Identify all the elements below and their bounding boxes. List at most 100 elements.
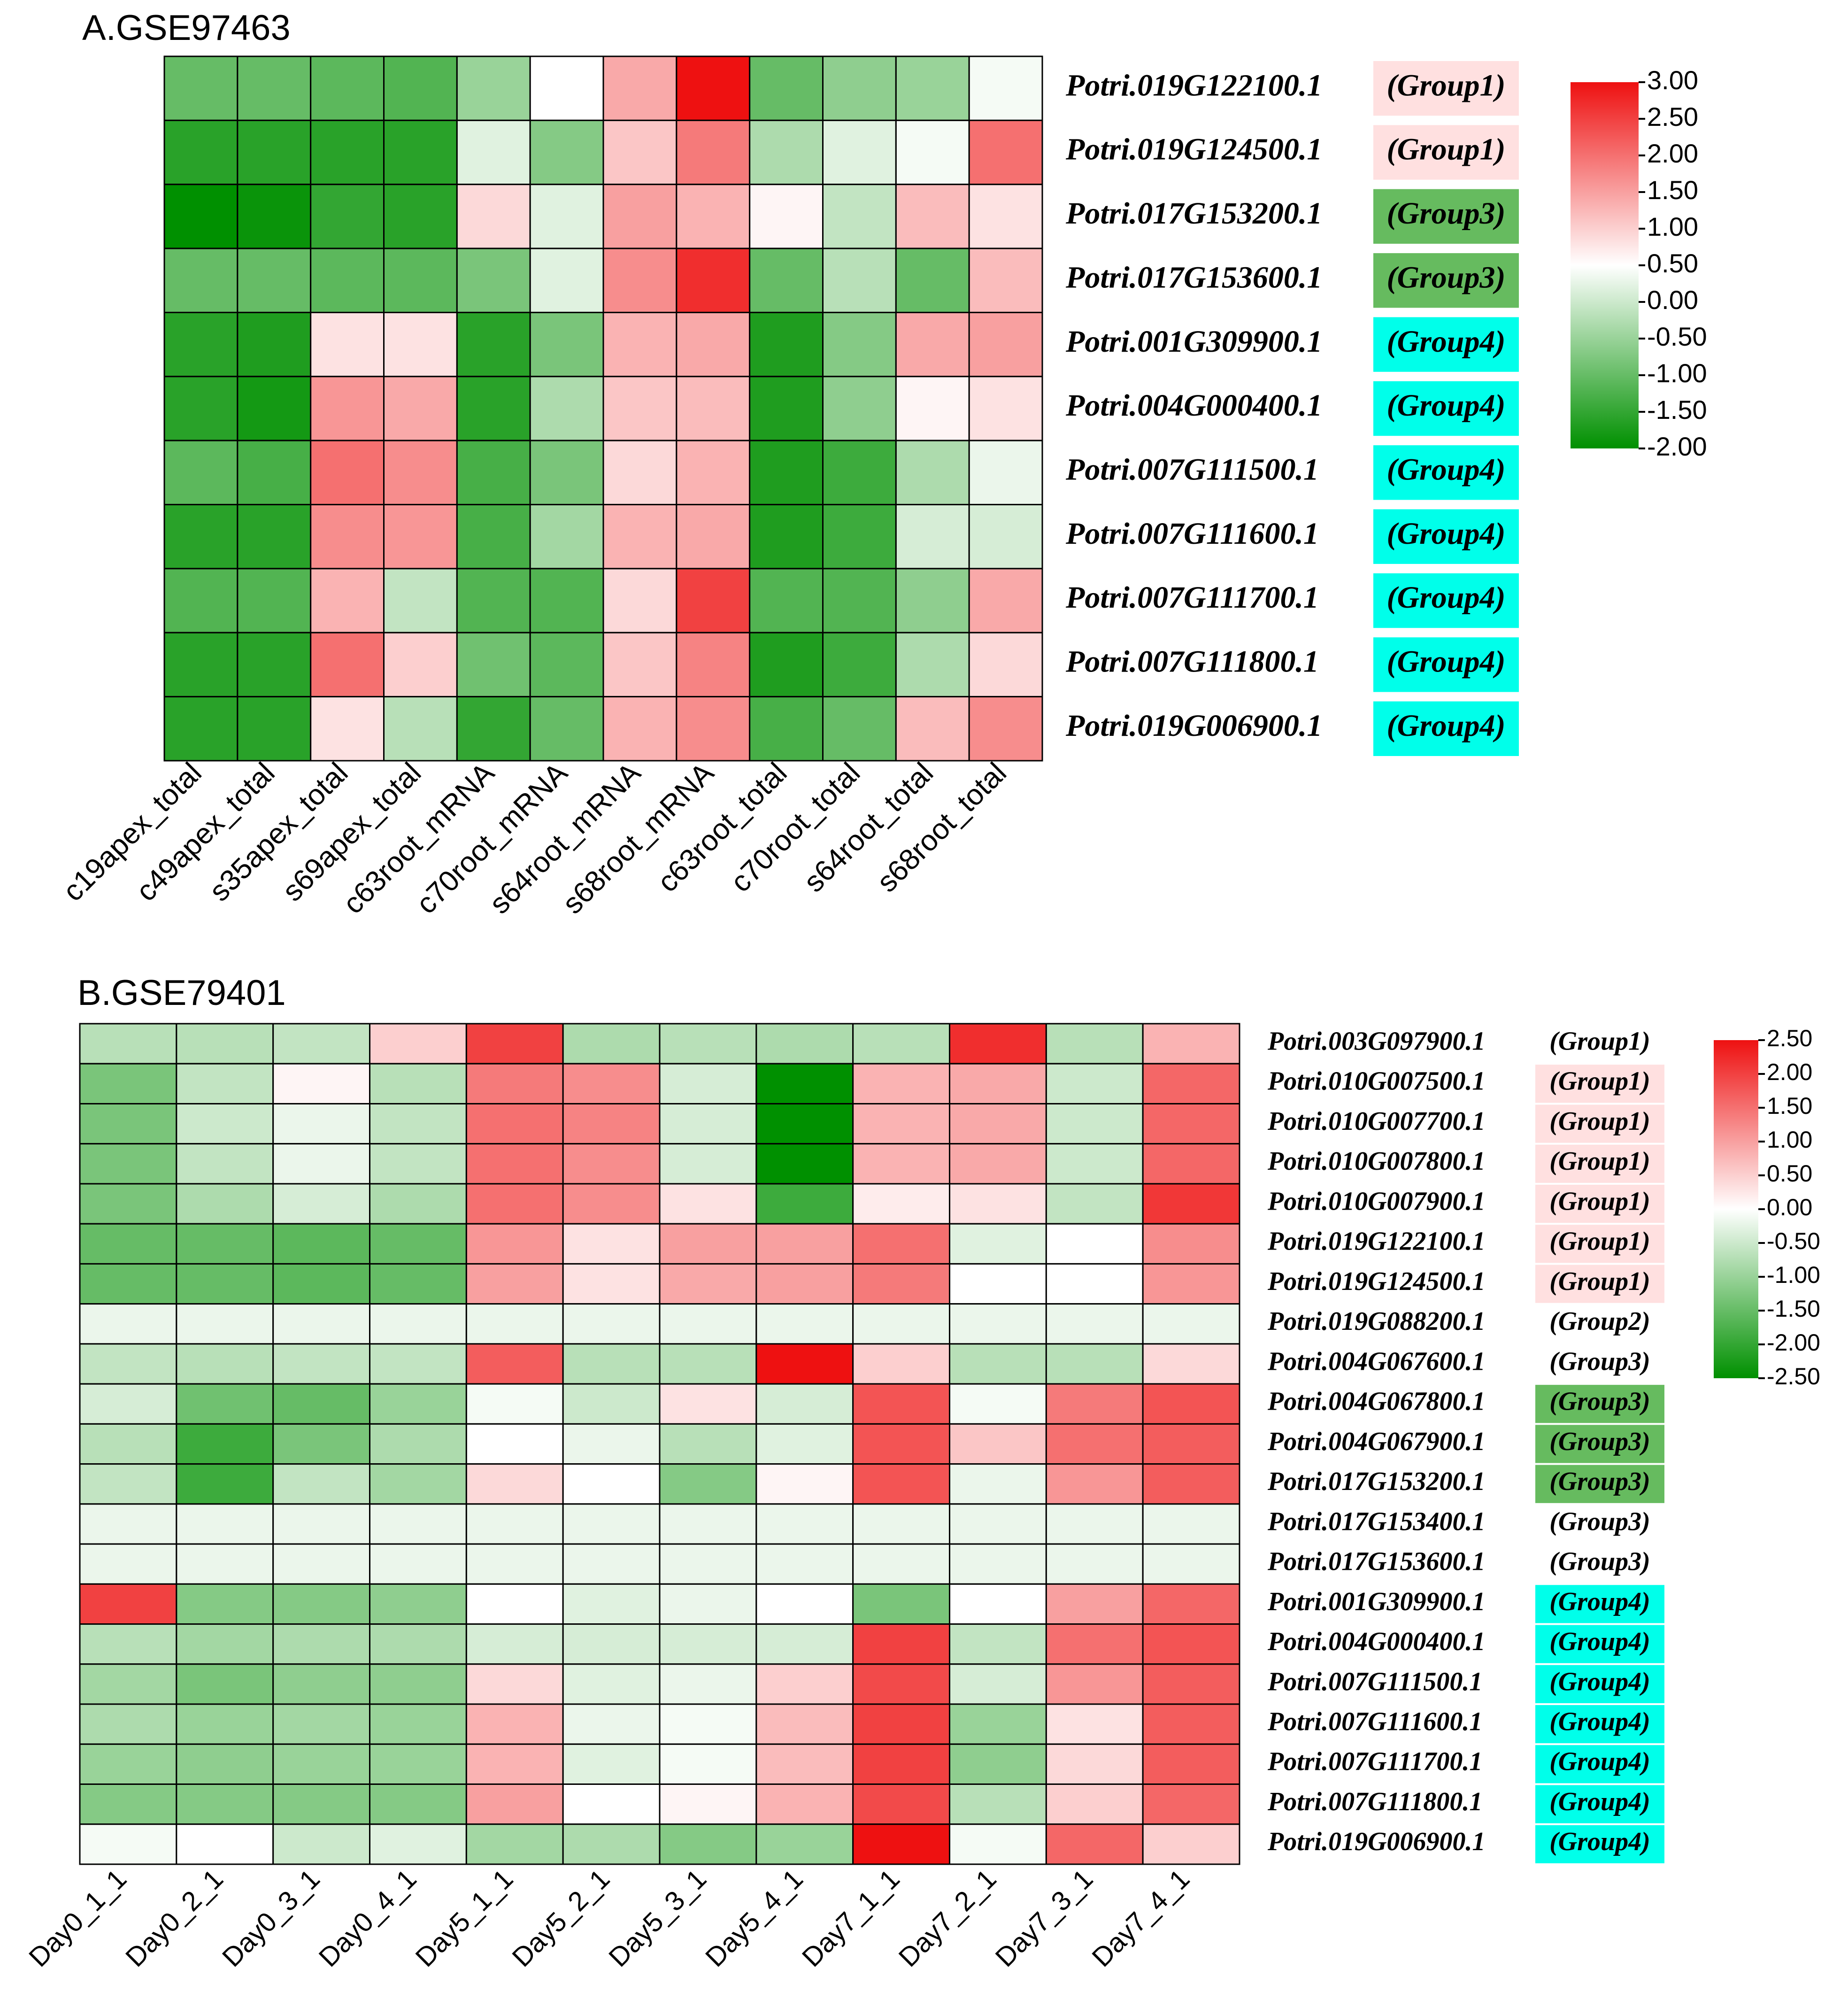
heatmap-cell: [176, 1263, 274, 1305]
gene-label: Potri.010G007500.1: [1267, 1067, 1486, 1096]
scale-tick-label: -0.50: [1647, 322, 1707, 351]
heatmap-cell: [755, 1743, 854, 1785]
heatmap-cell: [852, 1663, 950, 1705]
heatmap-cell: [562, 1343, 661, 1385]
group-label: (Group1): [1549, 1027, 1650, 1056]
heatmap-cell: [1142, 1343, 1240, 1385]
heatmap-cell: [968, 247, 1043, 313]
gene-label: Potri.017G153200.1: [1065, 196, 1322, 231]
heatmap-cell: [79, 1343, 177, 1385]
scale-tick-label: 1.50: [1767, 1093, 1812, 1119]
heatmap-cell: [369, 1023, 467, 1065]
group-label: (Group4): [1549, 1627, 1650, 1656]
heatmap-cell: [1045, 1743, 1144, 1785]
heatmap-cell: [659, 1103, 757, 1145]
heatmap-cell: [383, 504, 458, 570]
heatmap-cell: [176, 1383, 274, 1425]
heatmap-cell: [1142, 1543, 1240, 1585]
heatmap-cell: [895, 504, 970, 570]
heatmap-cell: [562, 1663, 661, 1705]
heatmap-cell: [749, 440, 824, 506]
heatmap-cell: [465, 1463, 564, 1505]
heatmap-cell: [79, 1623, 177, 1665]
heatmap-cell: [310, 184, 385, 249]
heatmap-cell: [1045, 1703, 1144, 1745]
heatmap-cell: [369, 1183, 467, 1225]
heatmap-cell: [310, 376, 385, 441]
column-label: Day0_2_1: [120, 1863, 229, 1973]
heatmap-cell: [852, 1303, 950, 1345]
gene-label: Potri.007G111500.1: [1065, 453, 1319, 487]
heatmap-cell: [369, 1303, 467, 1345]
heatmap-cell: [602, 184, 678, 249]
heatmap-cell: [1045, 1463, 1144, 1505]
heatmap-cell: [852, 1823, 950, 1865]
heatmap-cell: [465, 1543, 564, 1585]
heatmap-cell: [852, 1463, 950, 1505]
heatmap-cell: [369, 1783, 467, 1825]
group-highlight: [1373, 509, 1519, 564]
group-highlight: [1535, 1785, 1664, 1823]
column-label: Day5_3_1: [603, 1863, 712, 1973]
heatmap-cell: [749, 696, 824, 762]
heatmap-cell: [176, 1543, 274, 1585]
heatmap-cell: [163, 311, 239, 378]
heatmap-cell: [676, 632, 751, 698]
heatmap-cell: [79, 1503, 177, 1545]
heatmap-cell: [659, 1143, 757, 1185]
heatmap-cell: [852, 1223, 950, 1265]
heatmap-cell: [562, 1703, 661, 1745]
heatmap-cell: [602, 55, 678, 121]
gene-label: Potri.010G007900.1: [1267, 1187, 1486, 1216]
heatmap-cell: [1045, 1223, 1144, 1265]
group-label: (Group1): [1386, 132, 1505, 167]
heatmap-cell: [272, 1703, 371, 1745]
heatmap-cell: [949, 1383, 1047, 1425]
group-highlight: [1535, 1104, 1664, 1143]
gene-label: Potri.007G111500.1: [1267, 1667, 1482, 1696]
heatmap-cell: [562, 1183, 661, 1225]
heatmap-cell: [562, 1423, 661, 1465]
heatmap-cell: [383, 311, 458, 378]
heatmap-cell: [383, 376, 458, 441]
heatmap-cell: [822, 504, 897, 570]
heatmap-cell: [176, 1783, 274, 1825]
heatmap-cell: [852, 1383, 950, 1425]
gene-label: Potri.007G111600.1: [1065, 517, 1319, 551]
heatmap-cell: [562, 1263, 661, 1305]
heatmap-cell: [1142, 1783, 1240, 1825]
heatmap-cell: [562, 1743, 661, 1785]
heatmap-cell: [176, 1503, 274, 1545]
column-label: Day5_1_1: [409, 1863, 519, 1973]
heatmap-cell: [895, 247, 970, 313]
group-label: (Group4): [1386, 388, 1505, 423]
heatmap-cell: [755, 1383, 854, 1425]
heatmap-cell: [1142, 1303, 1240, 1345]
group-label: (Group4): [1386, 645, 1505, 679]
group-label: (Group4): [1549, 1587, 1650, 1616]
heatmap-cell: [237, 55, 312, 121]
heatmap-cell: [749, 311, 824, 378]
heatmap-cell: [749, 376, 824, 441]
heatmap-cell: [383, 119, 458, 185]
group-label: (Group4): [1386, 580, 1505, 615]
heatmap-cell: [755, 1623, 854, 1665]
heatmap-cell: [755, 1103, 854, 1145]
heatmap-cell: [1045, 1543, 1144, 1585]
heatmap-cell: [949, 1663, 1047, 1705]
heatmap-cell: [310, 568, 385, 633]
heatmap-cell: [659, 1783, 757, 1825]
heatmap-cell: [272, 1503, 371, 1545]
heatmap-cell: [163, 440, 239, 506]
heatmap-cell: [676, 311, 751, 378]
heatmap-cell: [822, 119, 897, 185]
gene-label: Potri.007G111600.1: [1267, 1707, 1482, 1737]
heatmap-cell: [176, 1303, 274, 1345]
heatmap-cell: [949, 1303, 1047, 1345]
heatmap-cell: [79, 1543, 177, 1585]
heatmap-cell: [895, 311, 970, 378]
heatmap-cell: [79, 1663, 177, 1705]
gene-label: Potri.004G067600.1: [1267, 1347, 1486, 1376]
heatmap-cell: [272, 1223, 371, 1265]
heatmap-cell: [237, 311, 312, 378]
